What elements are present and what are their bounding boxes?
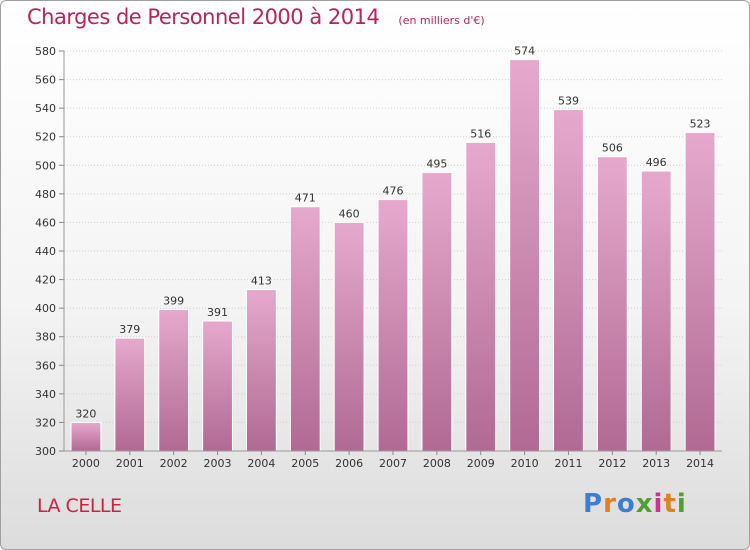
- proxiti-logo[interactable]: Proxiti: [583, 489, 687, 519]
- y-tick-label: 460: [35, 216, 56, 229]
- bar-value-label: 523: [690, 117, 711, 130]
- bar: [640, 170, 672, 452]
- x-tick-label: 2011: [554, 457, 582, 470]
- bar-value-label: 506: [602, 142, 623, 155]
- bar: [509, 59, 541, 452]
- bar-value-label: 413: [251, 275, 272, 288]
- bar-value-label: 379: [119, 323, 140, 336]
- x-tick-label: 2007: [379, 457, 407, 470]
- bar-layer: [70, 59, 716, 452]
- x-tick-label: 2010: [511, 457, 539, 470]
- chart-title: Charges de Personnel 2000 à 2014: [27, 5, 380, 29]
- x-tick-label: 2004: [247, 457, 275, 470]
- title-row: Charges de Personnel 2000 à 2014 (en mil…: [27, 5, 485, 29]
- bar-value-label: 496: [646, 156, 667, 169]
- x-tick-label: 2014: [686, 457, 714, 470]
- bar-value-label: 460: [339, 207, 360, 220]
- bar: [553, 109, 584, 452]
- x-tick-label: 2000: [72, 457, 100, 470]
- bar: [202, 320, 233, 452]
- x-tick-label: 2005: [291, 457, 319, 470]
- bar-value-label: 471: [295, 192, 316, 205]
- y-tick-label: 320: [35, 416, 56, 429]
- y-tick-label: 380: [35, 331, 56, 344]
- y-tick-label: 440: [35, 245, 56, 258]
- bar-value-label: 391: [207, 306, 228, 319]
- bar: [245, 289, 277, 452]
- bar: [684, 131, 716, 452]
- chart-subtitle: (en milliers d'€): [398, 14, 485, 27]
- x-tick-label: 2008: [423, 457, 451, 470]
- x-tick-label: 2002: [160, 457, 188, 470]
- bar-value-label: 476: [383, 185, 404, 198]
- bar-value-label: 516: [470, 127, 491, 140]
- bar-value-label: 495: [426, 157, 447, 170]
- bar-value-label: 539: [558, 95, 579, 108]
- bar: [465, 141, 497, 452]
- y-tick-label: 400: [35, 302, 56, 315]
- bar: [377, 199, 409, 452]
- bar: [333, 221, 365, 452]
- bar: [289, 206, 321, 452]
- axis-layer: 300 320 340 360 380 400 420 440 460 480 500 520 540 5…: [35, 45, 722, 470]
- y-tick-label: 480: [35, 188, 56, 201]
- bar: [70, 421, 102, 452]
- x-tick-label: 2009: [467, 457, 495, 470]
- bar-value-label: 399: [163, 295, 184, 308]
- y-tick-label: 360: [35, 359, 56, 372]
- y-tick-label: 500: [35, 159, 56, 172]
- bar: [158, 309, 190, 452]
- bar-value-label: 320: [75, 407, 96, 420]
- x-tick-label: 2003: [204, 457, 232, 470]
- bar: [421, 171, 453, 452]
- place-name: LA CELLE: [37, 495, 122, 517]
- y-tick-label: 580: [35, 45, 56, 58]
- y-tick-label: 520: [35, 131, 56, 144]
- x-tick-label: 2006: [335, 457, 363, 470]
- bar: [114, 337, 146, 452]
- x-tick-label: 2013: [642, 457, 670, 470]
- x-tick-label: 2001: [116, 457, 144, 470]
- y-tick-label: 340: [35, 388, 56, 401]
- y-tick-label: 540: [35, 102, 56, 115]
- y-tick-label: 300: [35, 445, 56, 458]
- x-tick-label: 2012: [598, 457, 626, 470]
- y-tick-label: 420: [35, 274, 56, 287]
- bar: [596, 156, 628, 452]
- y-tick-label: 560: [35, 74, 56, 87]
- bar-value-label: 574: [514, 45, 535, 58]
